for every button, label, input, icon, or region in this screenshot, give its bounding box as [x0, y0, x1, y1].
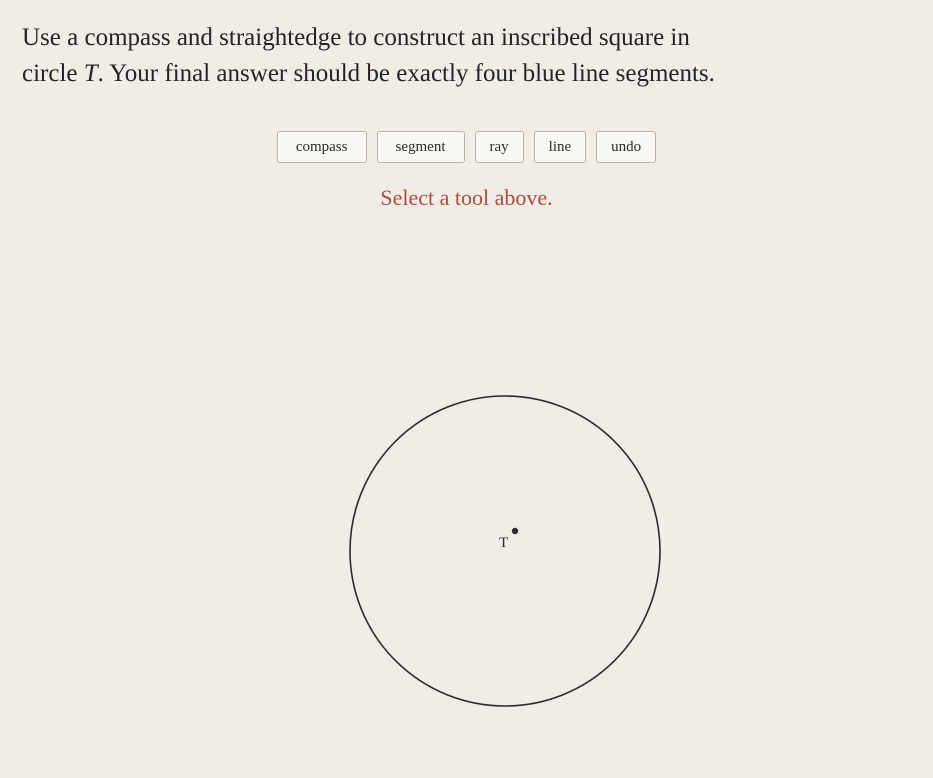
figure-svg: T — [22, 251, 933, 721]
segment-tool[interactable]: segment — [377, 131, 465, 163]
tool-toolbar: compass segment ray line undo — [22, 131, 911, 163]
exercise-page: Use a compass and straightedge to constr… — [0, 0, 933, 778]
line-tool[interactable]: line — [534, 131, 587, 163]
circle-t — [350, 396, 660, 706]
undo-tool[interactable]: undo — [596, 131, 656, 163]
center-point-label: T — [499, 535, 508, 551]
tool-prompt: Select a tool above. — [22, 185, 911, 211]
instruction-line2-pre: circle — [22, 60, 84, 87]
instruction-line2-post: . Your final answer should be exactly fo… — [98, 60, 715, 87]
instruction-line1: Use a compass and straightedge to constr… — [22, 24, 690, 51]
circle-variable: T — [84, 60, 98, 87]
instruction-text: Use a compass and straightedge to constr… — [22, 20, 911, 93]
center-point-dot — [512, 527, 518, 533]
construction-canvas[interactable]: T — [22, 251, 911, 721]
ray-tool[interactable]: ray — [475, 131, 524, 163]
compass-tool[interactable]: compass — [277, 131, 367, 163]
